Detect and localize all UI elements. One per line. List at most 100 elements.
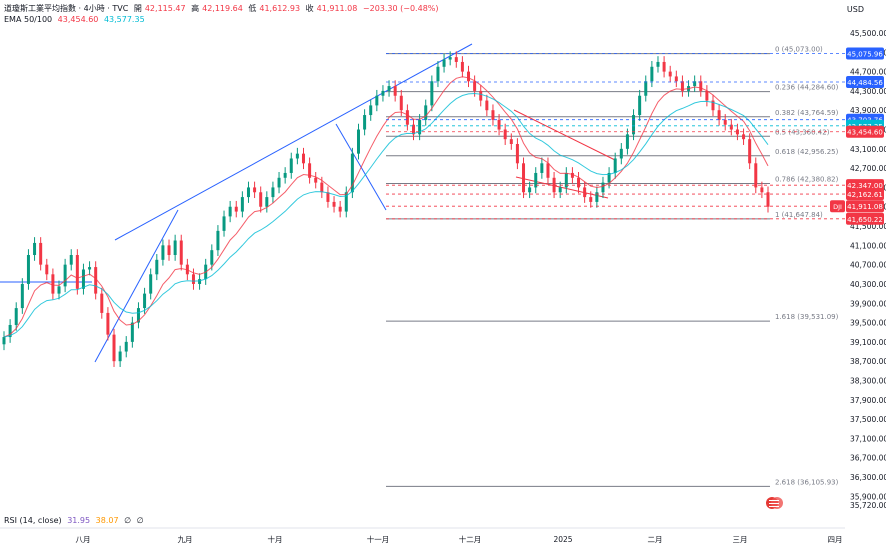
- y-tick-label: 37,100.00: [850, 434, 886, 443]
- candle-body: [271, 187, 275, 198]
- y-tick-label: 39,100.00: [850, 338, 886, 347]
- candle-body: [369, 105, 373, 116]
- candle-body: [149, 274, 153, 294]
- candle-body: [693, 81, 697, 87]
- fib-level-label: 0.382 (43,764.59): [775, 109, 839, 117]
- candle-body: [467, 71, 471, 82]
- candle-body: [210, 250, 214, 265]
- candle-body: [51, 274, 55, 294]
- candle-body: [729, 124, 733, 130]
- candle-body: [350, 153, 354, 193]
- candle-body: [81, 269, 85, 289]
- ema100-line: [3, 92, 769, 338]
- price-tag-label: 42,162.61: [847, 191, 883, 199]
- candle-body: [436, 66, 440, 82]
- candle-body: [607, 172, 611, 183]
- high-label: 高: [191, 4, 200, 13]
- candle-body: [381, 90, 385, 96]
- candle-body: [699, 81, 703, 91]
- y-tick-label: 43,100.00: [850, 145, 886, 154]
- y-tick-label: 42,700.00: [850, 164, 886, 173]
- candle-body: [100, 293, 104, 313]
- candle-body: [748, 139, 752, 164]
- candle-body: [473, 81, 477, 91]
- candle-body: [564, 172, 568, 188]
- candle-body: [253, 187, 257, 193]
- price-tag-label: 44,484.56: [847, 79, 883, 87]
- candle-body: [534, 172, 538, 188]
- ema-legend[interactable]: EMA 50/100 43,454.60 43,577.35: [4, 15, 148, 24]
- candle-body: [320, 182, 324, 193]
- candle-body: [344, 192, 348, 212]
- candle-body: [2, 337, 6, 345]
- candle-body: [570, 172, 574, 178]
- candle-body: [375, 95, 379, 106]
- candle-body: [63, 264, 67, 287]
- candle-body: [301, 153, 305, 164]
- candle-body: [234, 206, 238, 212]
- y-tick-label: 35,720.00: [850, 501, 886, 510]
- candle-body: [26, 255, 30, 284]
- x-tick-label: 二月: [648, 535, 663, 544]
- candle-body: [69, 255, 73, 265]
- candle-body: [326, 192, 330, 202]
- y-tick-label: 41,500.00: [850, 222, 886, 231]
- candle-body: [259, 192, 263, 207]
- candle-body: [20, 283, 24, 309]
- candle-body: [240, 197, 244, 212]
- y-tick-label: 41,100.00: [850, 241, 886, 250]
- y-tick-label: 37,500.00: [850, 415, 886, 424]
- flag-logo-icon: [766, 497, 783, 509]
- candle-body: [118, 351, 122, 362]
- candle-body: [112, 334, 116, 362]
- candle-body: [106, 312, 110, 335]
- candle-body: [674, 76, 678, 82]
- candle-body: [638, 95, 642, 116]
- rsi-ma-value: 38.07: [95, 516, 119, 525]
- candle-body: [497, 119, 501, 130]
- candle-body: [717, 110, 721, 120]
- candle-body: [754, 163, 758, 188]
- candle-body: [57, 286, 61, 294]
- candle-body: [136, 308, 140, 323]
- change-value: −203.30 (−0.48%): [362, 4, 439, 13]
- candle-body: [14, 308, 18, 325]
- candle-body: [124, 341, 128, 352]
- candle-body: [766, 192, 770, 207]
- candle-body: [161, 245, 165, 260]
- symbol-tag-label: DJI: [833, 203, 842, 211]
- currency-label[interactable]: USD: [846, 5, 864, 14]
- ema100-value: 43,577.35: [103, 15, 145, 24]
- candle-body: [491, 110, 495, 120]
- candle-body: [283, 172, 287, 178]
- candle-body: [454, 57, 458, 62]
- candle-body: [583, 187, 587, 198]
- y-tick-label: 43,900.00: [850, 106, 886, 115]
- candle-body: [88, 267, 92, 270]
- candle-body: [33, 242, 37, 256]
- symbol-title[interactable]: 道瓊斯工業平均指數 · 4小時 · TVC: [4, 4, 129, 13]
- candle-body: [393, 86, 397, 96]
- open-label: 開: [133, 4, 142, 13]
- ema50-line: [3, 76, 769, 338]
- x-tick-label: 八月: [76, 535, 91, 544]
- candle-body: [558, 187, 562, 193]
- ema-label: EMA 50/100: [4, 15, 53, 24]
- candle-body: [448, 57, 452, 60]
- candle-body: [198, 279, 202, 284]
- candle-body: [509, 139, 513, 145]
- symbol-tag-box: [830, 200, 845, 213]
- candle-body: [308, 163, 312, 178]
- candle-body: [265, 197, 269, 207]
- price-tag-box: [846, 188, 884, 201]
- price-tag-box: [846, 125, 884, 138]
- x-tick-label: 十一月: [367, 534, 390, 544]
- candle-body: [332, 201, 336, 207]
- candle-body: [540, 163, 544, 173]
- close-value: 41,911.08: [316, 4, 358, 13]
- y-tick-label: 39,500.00: [850, 319, 886, 328]
- candle-body: [314, 177, 318, 183]
- fib-level-label: 0.236 (44,284.60): [775, 84, 839, 92]
- rsi-legend[interactable]: RSI (14, close) 31.95 38.07 ∅ ∅: [4, 516, 147, 525]
